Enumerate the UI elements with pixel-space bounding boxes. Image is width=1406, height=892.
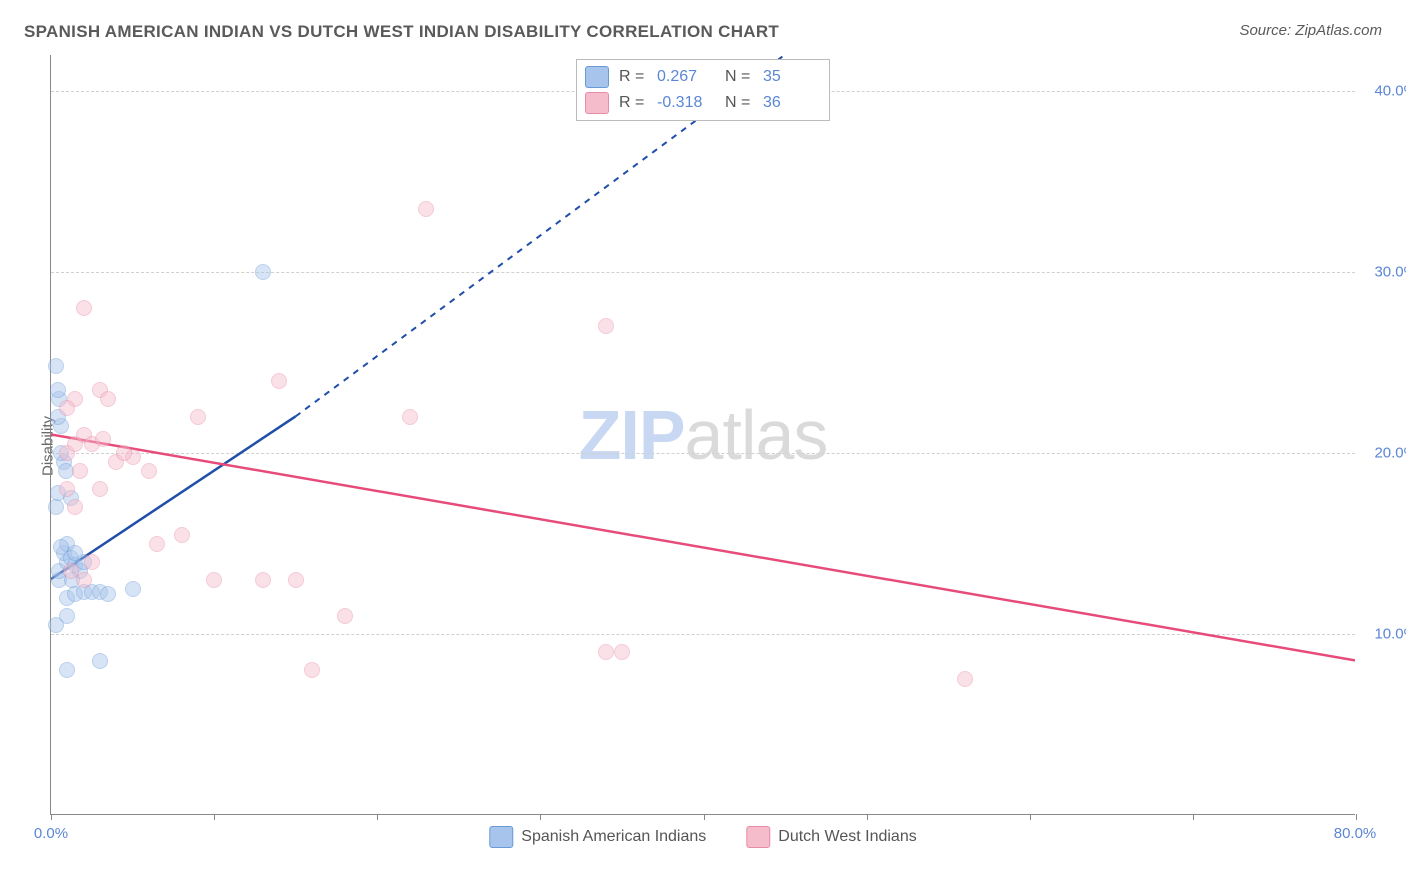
scatter-point [59, 662, 75, 678]
grid-line [51, 453, 1355, 454]
scatter-point [598, 318, 614, 334]
scatter-point [116, 445, 132, 461]
legend-row-series-2: R = -0.318 N = 36 [585, 90, 821, 116]
scatter-point [957, 671, 973, 687]
source-attribution: Source: ZipAtlas.com [1239, 22, 1382, 39]
x-tick [1356, 814, 1357, 820]
x-tick [704, 814, 705, 820]
scatter-point [58, 463, 74, 479]
scatter-point [141, 463, 157, 479]
correlation-legend: R = 0.267 N = 35 R = -0.318 N = 36 [576, 59, 830, 121]
legend-row-series-1: R = 0.267 N = 35 [585, 64, 821, 90]
scatter-point [95, 431, 111, 447]
scatter-point [149, 536, 165, 552]
r-label: R = [619, 94, 647, 112]
series-2-name: Dutch West Indians [778, 828, 916, 846]
scatter-point [190, 409, 206, 425]
scatter-point [614, 644, 630, 660]
scatter-point [271, 373, 287, 389]
x-tick [51, 814, 52, 820]
x-tick-label-min: 0.0% [34, 825, 68, 842]
scatter-point [100, 586, 116, 602]
scatter-point [48, 358, 64, 374]
scatter-point [100, 391, 116, 407]
legend-item-series-2: Dutch West Indians [746, 826, 916, 848]
n-value-2: 36 [763, 94, 821, 112]
watermark-atlas: atlas [685, 396, 828, 474]
watermark: ZIPatlas [579, 395, 828, 475]
scatter-point [125, 581, 141, 597]
scatter-point [92, 481, 108, 497]
scatter-point [63, 563, 79, 579]
grid-line [51, 272, 1355, 273]
scatter-point [337, 608, 353, 624]
scatter-point [59, 481, 75, 497]
scatter-point [59, 400, 75, 416]
scatter-point [255, 572, 271, 588]
scatter-point [418, 201, 434, 217]
scatter-point [402, 409, 418, 425]
scatter-point [50, 382, 66, 398]
grid-line [51, 634, 1355, 635]
y-tick-label: 40.0% [1374, 83, 1406, 100]
x-tick-label-max: 80.0% [1334, 825, 1377, 842]
plot-area: ZIPatlas R = 0.267 N = 35 R = -0.318 N =… [50, 55, 1355, 815]
legend-swatch-bottom-2 [746, 826, 770, 848]
x-tick [540, 814, 541, 820]
x-tick [214, 814, 215, 820]
n-label: N = [725, 68, 753, 86]
x-tick [377, 814, 378, 820]
n-label: N = [725, 94, 753, 112]
scatter-point [84, 554, 100, 570]
scatter-point [304, 662, 320, 678]
scatter-point [53, 539, 69, 555]
series-1-name: Spanish American Indians [521, 828, 706, 846]
scatter-point [174, 527, 190, 543]
scatter-point [76, 300, 92, 316]
legend-swatch-2 [585, 92, 609, 114]
r-label: R = [619, 68, 647, 86]
scatter-point [67, 545, 83, 561]
scatter-point [288, 572, 304, 588]
legend-swatch-bottom-1 [489, 826, 513, 848]
legend-swatch-1 [585, 66, 609, 88]
x-tick [1030, 814, 1031, 820]
legend-item-series-1: Spanish American Indians [489, 826, 706, 848]
scatter-point [72, 463, 88, 479]
scatter-point [92, 653, 108, 669]
y-tick-label: 20.0% [1374, 445, 1406, 462]
scatter-point [48, 499, 64, 515]
scatter-point [255, 264, 271, 280]
trend-lines [51, 55, 1355, 814]
x-tick [1193, 814, 1194, 820]
r-value-1: 0.267 [657, 68, 715, 86]
x-tick [867, 814, 868, 820]
scatter-point [598, 644, 614, 660]
r-value-2: -0.318 [657, 94, 715, 112]
scatter-point [48, 617, 64, 633]
n-value-1: 35 [763, 68, 821, 86]
scatter-point [76, 572, 92, 588]
y-tick-label: 10.0% [1374, 626, 1406, 643]
watermark-zip: ZIP [579, 396, 685, 474]
scatter-point [206, 572, 222, 588]
series-legend: Spanish American Indians Dutch West Indi… [489, 826, 916, 848]
y-tick-label: 30.0% [1374, 264, 1406, 281]
chart-title: SPANISH AMERICAN INDIAN VS DUTCH WEST IN… [24, 22, 779, 42]
scatter-point [67, 499, 83, 515]
